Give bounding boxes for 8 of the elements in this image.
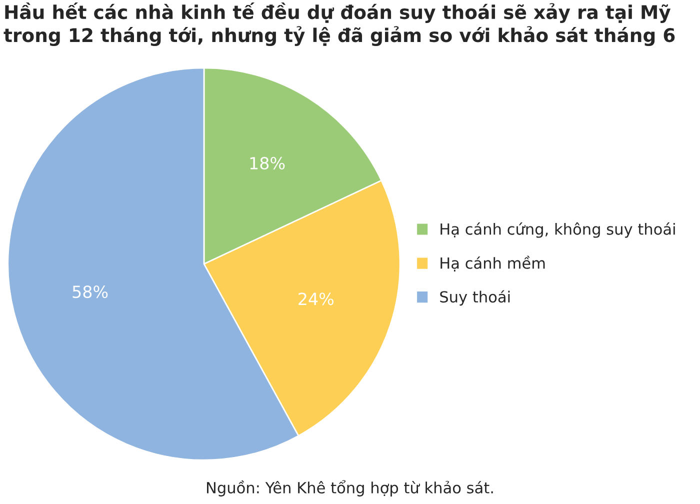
text: Nguồn: Yên Khê tổng hợp từ khảo sát. [207, 480, 493, 496]
data-label: 58% [72, 285, 108, 298]
legend-label: Suy thoái [440, 290, 510, 306]
legend-label: Hạ cánh cứng, không suy thoái [440, 222, 675, 238]
chart-title: Hầu hết các nhà kinh tế đều dự đoán suy thoái sẽ xảy ra tại Mỹ trong 12 tháng tới, nhưng tỷ lệ đã giảm so với khảo sát tháng 6 [4, 2, 675, 46]
legend-label: Hạ cánh mềm [440, 256, 545, 272]
data-label: 24% [298, 292, 334, 306]
data-label: 18% [250, 156, 285, 170]
